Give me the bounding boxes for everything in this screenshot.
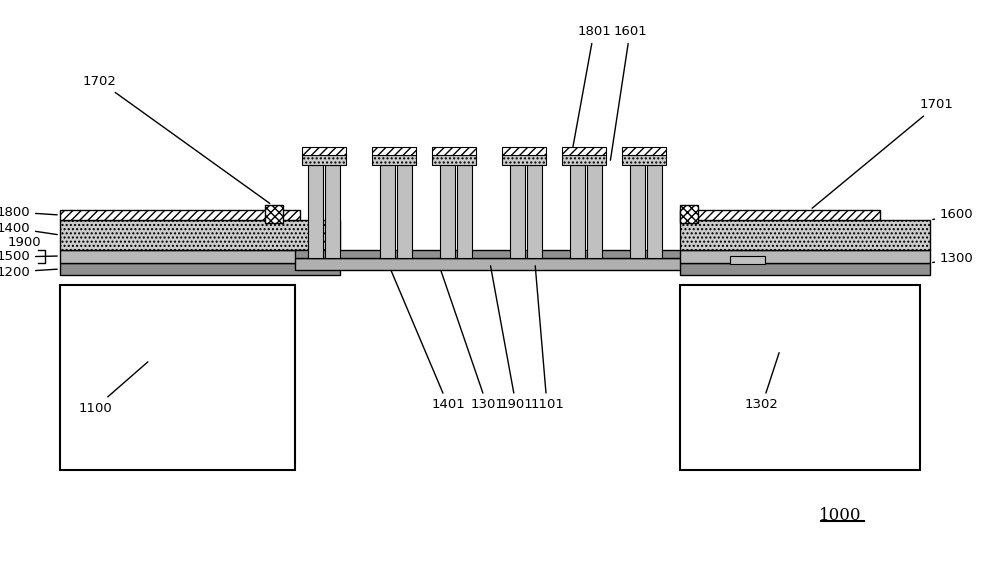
- Bar: [562, 155, 606, 165]
- Bar: [302, 147, 346, 155]
- Text: 1000: 1000: [819, 507, 861, 524]
- Bar: [60, 220, 340, 250]
- Text: 1101: 1101: [530, 266, 564, 412]
- Bar: [680, 263, 930, 275]
- Bar: [325, 165, 340, 258]
- Bar: [622, 147, 666, 155]
- Bar: [397, 165, 412, 258]
- Bar: [60, 250, 340, 263]
- Text: 1100: 1100: [78, 362, 148, 414]
- Text: 1900: 1900: [8, 235, 42, 248]
- Bar: [622, 155, 666, 165]
- Text: 1600: 1600: [933, 208, 974, 221]
- Bar: [562, 147, 606, 155]
- Bar: [432, 147, 476, 155]
- Bar: [680, 205, 698, 223]
- Bar: [570, 165, 585, 258]
- Text: 1200: 1200: [0, 266, 57, 279]
- Bar: [372, 155, 416, 165]
- Bar: [60, 210, 300, 220]
- Text: 1300: 1300: [933, 252, 974, 265]
- Bar: [502, 147, 546, 155]
- Bar: [680, 285, 920, 470]
- Text: 1702: 1702: [83, 75, 270, 203]
- Text: 1800: 1800: [0, 205, 57, 218]
- Bar: [630, 165, 645, 258]
- Bar: [440, 165, 455, 258]
- Bar: [295, 250, 685, 258]
- Bar: [380, 165, 395, 258]
- Bar: [372, 147, 416, 155]
- Bar: [502, 155, 546, 165]
- Bar: [510, 165, 525, 258]
- Bar: [308, 165, 323, 258]
- Text: 1401: 1401: [391, 271, 465, 412]
- Bar: [302, 155, 346, 165]
- Text: 1301: 1301: [441, 271, 504, 412]
- Bar: [527, 165, 542, 258]
- Text: 1701: 1701: [812, 99, 954, 208]
- Text: 1302: 1302: [745, 352, 779, 412]
- Bar: [587, 165, 602, 258]
- Bar: [647, 165, 662, 258]
- Text: 1500: 1500: [0, 251, 57, 263]
- Bar: [730, 256, 765, 264]
- Bar: [457, 165, 472, 258]
- Text: 1901: 1901: [491, 266, 533, 412]
- Bar: [265, 205, 283, 223]
- Text: 1601: 1601: [610, 25, 647, 160]
- Text: 1400: 1400: [0, 221, 57, 235]
- Bar: [60, 285, 295, 470]
- Bar: [680, 210, 880, 220]
- Text: 1801: 1801: [570, 25, 611, 160]
- Bar: [680, 220, 930, 250]
- Bar: [60, 263, 340, 275]
- Bar: [295, 258, 685, 270]
- Bar: [432, 155, 476, 165]
- Bar: [680, 250, 930, 263]
